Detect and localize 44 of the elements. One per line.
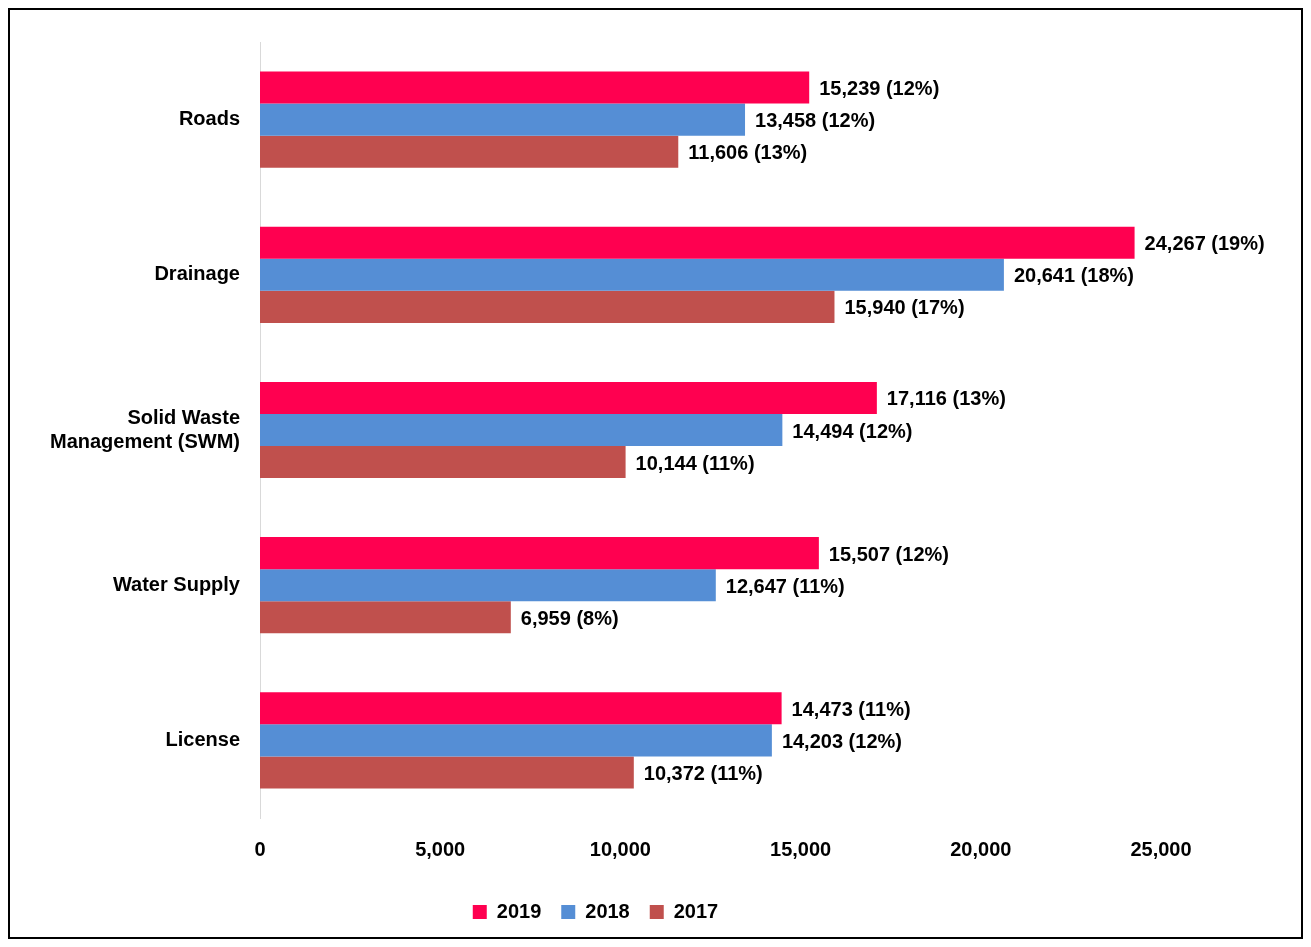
data-label: 14,473 (11%) xyxy=(791,697,911,720)
x-tick-label: 25,000 xyxy=(1130,837,1192,860)
y-tick-label: Water Supply xyxy=(112,572,241,595)
bar xyxy=(260,446,626,479)
legend-label: 2019 xyxy=(496,899,542,922)
legend-label: 2018 xyxy=(585,899,630,922)
y-tick-label: License xyxy=(165,727,240,750)
x-tick-label: 15,000 xyxy=(770,837,832,860)
legend-label: 2017 xyxy=(673,899,719,922)
data-label: 14,494 (12%) xyxy=(792,419,913,442)
bar xyxy=(260,135,679,168)
bar xyxy=(260,601,511,634)
data-label: 12,647 (11%) xyxy=(725,574,845,597)
bar xyxy=(260,381,877,414)
data-label: 15,507 (12%) xyxy=(828,542,949,565)
bar xyxy=(260,258,1004,291)
data-label: 11,606 (13%) xyxy=(688,141,808,164)
bar xyxy=(260,537,819,570)
bar xyxy=(260,756,634,789)
data-label: 13,458 (12%) xyxy=(755,109,876,132)
x-tick-label: 5,000 xyxy=(415,837,466,860)
data-label: 15,239 (12%) xyxy=(819,77,940,100)
bar xyxy=(260,226,1135,259)
data-label: 10,372 (11%) xyxy=(643,761,763,784)
bar xyxy=(260,290,835,323)
bar xyxy=(260,103,746,136)
data-label: 24,267 (19%) xyxy=(1144,232,1265,255)
x-tick-label: 20,000 xyxy=(950,837,1012,860)
y-tick-label: Roads xyxy=(178,107,240,130)
y-tick-label: Drainage xyxy=(154,262,240,285)
data-label: 10,144 (11%) xyxy=(635,451,755,474)
x-tick-label: 10,000 xyxy=(589,837,651,860)
bar xyxy=(260,692,782,725)
data-label: 15,940 (17%) xyxy=(844,296,965,319)
data-label: 20,641 (18%) xyxy=(1013,264,1134,287)
bar xyxy=(260,724,772,757)
y-tick-label: Solid Waste Management (SWM) xyxy=(50,405,240,452)
data-label: 14,203 (12%) xyxy=(781,729,902,752)
x-tick-label: 0 xyxy=(254,837,266,860)
bar xyxy=(260,413,783,447)
bar xyxy=(260,569,716,602)
data-label: 17,116 (13%) xyxy=(886,387,1006,410)
data-label: 6,959 (8%) xyxy=(520,606,619,629)
bar xyxy=(260,71,810,104)
